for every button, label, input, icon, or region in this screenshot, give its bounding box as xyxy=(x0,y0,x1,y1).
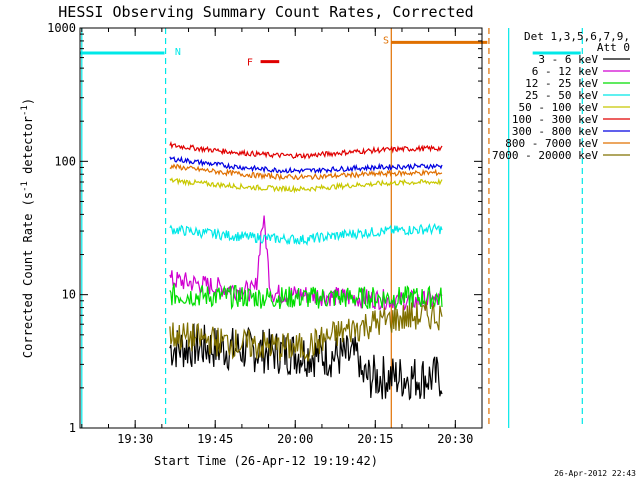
series-line-8 xyxy=(169,300,443,362)
y-axis-label: Corrected Count Rate (s-1 detector-1) xyxy=(20,98,35,358)
marker-label-s: S xyxy=(383,35,389,46)
legend-label-5: 100 - 300 keV xyxy=(512,113,598,126)
y-axis-label-part-1: Corrected Count Rate (s xyxy=(21,192,35,358)
marker-label-n: N xyxy=(175,47,181,58)
y-tick-label-1: 10 xyxy=(62,288,76,302)
plot-area: N F S xyxy=(80,28,583,428)
x-tick-label-2: 20:00 xyxy=(277,432,313,446)
plot-frame xyxy=(79,27,483,429)
series-line-6 xyxy=(169,155,443,175)
legend-title-attenuator: Att 0 xyxy=(597,41,630,54)
generation-timestamp: 26-Apr-2012 22:43 xyxy=(554,469,636,478)
legend-label-7: 800 - 7000 keV xyxy=(505,137,598,150)
x-tick-label-3: 20:15 xyxy=(357,432,393,446)
series-line-4 xyxy=(169,177,443,194)
legend-label-4: 50 - 100 keV xyxy=(519,101,599,114)
legend-title-detectors: Det 1,3,5,6,7,9, xyxy=(524,30,630,43)
series-line-0 xyxy=(169,322,443,401)
series-line-3 xyxy=(169,222,443,247)
y-tick-label-3: 1000 xyxy=(47,21,76,35)
x-tick-label-0: 19:30 xyxy=(117,432,153,446)
y-tick-label-0: 1 xyxy=(69,421,76,435)
x-axis-label: Start Time (26-Apr-12 19:19:42) xyxy=(154,454,378,468)
series-line-2 xyxy=(169,283,443,311)
series-line-7 xyxy=(169,163,443,182)
legend-label-2: 12 - 25 keV xyxy=(525,77,598,90)
axis-ticks: 1 10 100 1000 19:30 19:45 20:00 20:15 20:30 xyxy=(47,21,483,446)
chart-title: HESSI Observing Summary Count Rates, Cor… xyxy=(58,3,473,21)
y-axis-label-part-2: detector xyxy=(21,116,35,181)
y-tick-label-2: 100 xyxy=(54,154,76,168)
legend-label-1: 6 - 12 keV xyxy=(532,65,599,78)
x-tick-label-4: 20:30 xyxy=(437,432,473,446)
legend-label-8: 7000 - 20000 keV xyxy=(492,149,598,162)
series-line-5 xyxy=(169,140,443,160)
x-tick-label-1: 19:45 xyxy=(197,432,233,446)
legend-label-0: 3 - 6 keV xyxy=(538,53,598,66)
legend-label-3: 25 - 50 keV xyxy=(525,89,598,102)
y-axis-label-exponent-1: -1 xyxy=(20,181,30,192)
legend-label-6: 300 - 800 keV xyxy=(512,125,598,138)
y-axis-label-exponent-2: -1 xyxy=(20,105,30,116)
marker-label-f: F xyxy=(247,58,253,69)
y-axis-label-part-3: ) xyxy=(21,98,35,105)
